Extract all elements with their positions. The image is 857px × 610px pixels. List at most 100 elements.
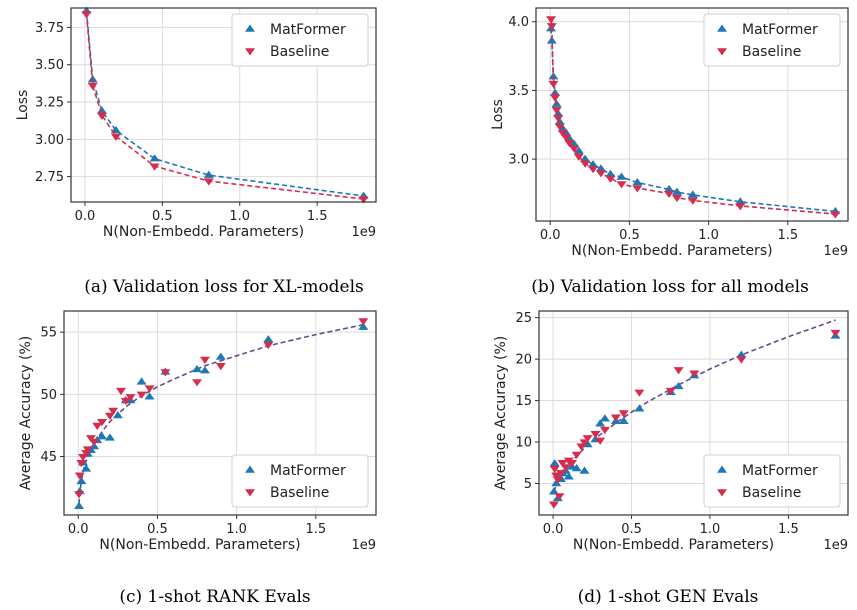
data-point-baseline xyxy=(203,178,214,186)
legend-label-matformer: MatFormer xyxy=(270,463,346,479)
y-tick-label: 3.25 xyxy=(35,96,64,111)
data-point-baseline xyxy=(671,194,682,203)
legend-label-baseline: Baseline xyxy=(742,485,801,501)
data-point-matformer xyxy=(553,109,564,117)
data-point-matformer xyxy=(149,154,160,162)
legend-label-baseline: Baseline xyxy=(742,44,801,60)
y-tick-label: 25 xyxy=(515,311,532,326)
data-point-matformer xyxy=(97,432,108,440)
y-tick-label: 10 xyxy=(515,436,532,451)
data-point-baseline xyxy=(830,329,841,338)
data-point-matformer xyxy=(136,377,147,385)
data-point-baseline xyxy=(81,11,92,19)
data-point-baseline xyxy=(136,391,147,399)
x-axis-label: N(Non-Embedd. Parameters) xyxy=(573,537,774,553)
data-point-baseline xyxy=(616,181,627,189)
y-axis-label: Loss xyxy=(15,90,31,121)
data-point-matformer xyxy=(81,464,92,472)
data-point-matformer xyxy=(735,197,746,205)
data-point-baseline xyxy=(595,170,606,178)
data-point-baseline xyxy=(673,367,684,375)
data-point-baseline xyxy=(546,16,557,24)
legend-box xyxy=(703,13,841,67)
legend-marker-matformer xyxy=(717,465,727,473)
data-point-matformer xyxy=(571,464,582,472)
x-offset-label: 1e9 xyxy=(823,244,848,259)
y-tick-label: 3.75 xyxy=(35,21,64,36)
data-point-baseline xyxy=(92,422,103,430)
data-point-matformer xyxy=(618,416,629,424)
data-point-baseline xyxy=(546,23,557,31)
data-point-matformer xyxy=(192,364,203,373)
x-tick-label: 0.0 xyxy=(75,209,96,224)
data-point-matformer xyxy=(358,322,369,330)
data-point-baseline xyxy=(590,431,601,439)
data-point-baseline xyxy=(588,166,599,174)
data-point-baseline xyxy=(561,134,572,142)
data-point-baseline xyxy=(564,139,575,148)
chart-b: 0.0 0.5 1.0 1.5 3.0 3.5 4.0 N(Non-Embedd. Param… xyxy=(490,7,849,259)
y-tick-label: 3.5 xyxy=(508,84,529,99)
legend-marker-matformer xyxy=(717,24,727,32)
data-point-baseline xyxy=(664,190,675,199)
data-point-baseline xyxy=(551,472,562,480)
legend-marker-baseline xyxy=(245,489,255,497)
x-axis-label: N(Non-Embedd. Parameters) xyxy=(99,537,300,553)
data-point-matformer xyxy=(599,414,610,422)
data-point-matformer xyxy=(74,501,85,509)
data-point-baseline xyxy=(687,197,698,205)
x-tick-label: 1.5 xyxy=(778,522,799,537)
data-point-matformer xyxy=(549,459,560,467)
data-point-baseline xyxy=(552,476,563,484)
data-point-matformer xyxy=(605,169,616,177)
data-point-baseline xyxy=(97,419,108,427)
data-point-matformer xyxy=(199,366,210,374)
data-point-baseline xyxy=(76,460,87,468)
legend-marker-baseline xyxy=(717,489,727,497)
data-point-baseline xyxy=(108,407,119,416)
data-point-baseline xyxy=(96,112,107,120)
y-tick-label: 55 xyxy=(40,326,57,341)
x-tick-label: 1.0 xyxy=(226,522,247,537)
data-point-matformer xyxy=(664,184,675,193)
data-point-matformer xyxy=(551,478,562,487)
data-point-baseline xyxy=(736,356,747,364)
data-point-matformer xyxy=(112,410,123,419)
caption-b: (b) Validation loss for all models xyxy=(531,277,809,297)
data-point-baseline xyxy=(74,472,85,480)
data-point-matformer xyxy=(588,160,599,168)
x-tick-label: 0.0 xyxy=(68,522,89,537)
data-point-matformer xyxy=(671,187,682,195)
data-point-matformer xyxy=(546,36,557,44)
legend-marker-baseline xyxy=(245,48,255,56)
x-tick-label: 0.5 xyxy=(147,522,168,537)
legend: MatFormer Baseline xyxy=(231,454,369,508)
data-point-baseline xyxy=(549,465,560,474)
legend-box xyxy=(231,13,369,67)
legend-marker-baseline xyxy=(717,48,727,56)
y-tick-label: 5 xyxy=(524,477,532,492)
x-tick-label: 0.5 xyxy=(152,209,173,224)
data-point-matformer xyxy=(551,99,562,107)
data-point-matformer xyxy=(634,404,645,412)
data-point-baseline xyxy=(573,153,584,161)
data-point-matformer xyxy=(144,392,155,400)
data-point-matformer xyxy=(687,190,698,198)
legend-label-baseline: Baseline xyxy=(270,485,329,501)
data-point-baseline xyxy=(555,470,566,478)
y-tick-label: 50 xyxy=(40,388,57,403)
data-point-baseline xyxy=(358,318,369,326)
legend-box xyxy=(703,454,841,508)
data-point-matformer xyxy=(563,472,574,480)
data-point-baseline xyxy=(610,414,621,422)
x-axis-label: N(Non-Embedd. Parameters) xyxy=(103,224,304,240)
caption-a: (a) Validation loss for XL-models xyxy=(84,277,364,297)
x-tick-label: 0.0 xyxy=(543,522,564,537)
data-point-baseline xyxy=(735,203,746,211)
data-point-matformer xyxy=(96,106,107,114)
data-point-baseline xyxy=(689,370,700,378)
data-point-matformer xyxy=(548,487,559,495)
data-point-baseline xyxy=(830,211,841,219)
y-tick-label: 15 xyxy=(515,394,532,409)
y-tick-label: 20 xyxy=(515,353,532,368)
